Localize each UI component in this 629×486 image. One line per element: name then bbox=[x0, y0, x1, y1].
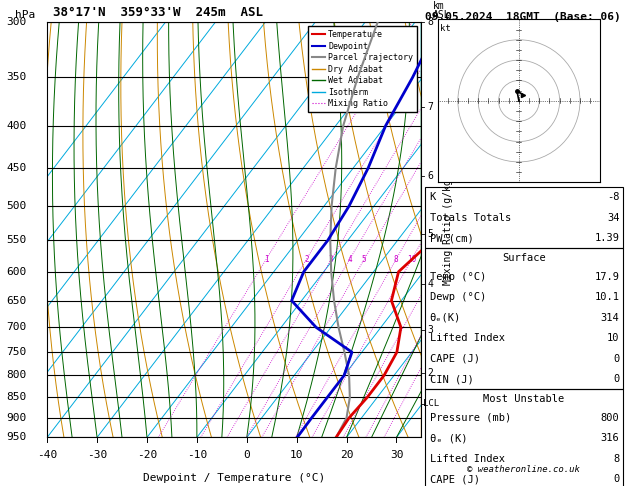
Text: 750: 750 bbox=[6, 347, 26, 357]
Text: Surface: Surface bbox=[502, 253, 545, 262]
Text: 850: 850 bbox=[6, 392, 26, 402]
Text: 7: 7 bbox=[427, 102, 433, 112]
Text: -10: -10 bbox=[187, 450, 207, 460]
Text: 314: 314 bbox=[601, 313, 620, 323]
Text: 500: 500 bbox=[6, 201, 26, 211]
Text: 20: 20 bbox=[340, 450, 353, 460]
Text: CAPE (J): CAPE (J) bbox=[430, 474, 479, 484]
Text: 600: 600 bbox=[6, 267, 26, 277]
Text: Totals Totals: Totals Totals bbox=[430, 213, 511, 223]
Text: 1: 1 bbox=[264, 255, 269, 264]
Text: 800: 800 bbox=[601, 413, 620, 423]
Text: CAPE (J): CAPE (J) bbox=[430, 354, 479, 364]
Text: 550: 550 bbox=[6, 235, 26, 245]
Text: hPa: hPa bbox=[15, 10, 36, 20]
Text: 300: 300 bbox=[6, 17, 26, 27]
Text: K: K bbox=[430, 192, 436, 202]
Text: Pressure (mb): Pressure (mb) bbox=[430, 413, 511, 423]
Text: 09.05.2024  18GMT  (Base: 06): 09.05.2024 18GMT (Base: 06) bbox=[425, 12, 620, 22]
Text: © weatheronline.co.uk: © weatheronline.co.uk bbox=[467, 465, 580, 474]
Text: 0: 0 bbox=[613, 374, 620, 384]
Text: 3: 3 bbox=[427, 325, 433, 335]
Text: 10.1: 10.1 bbox=[594, 293, 620, 302]
Text: Dewpoint / Temperature (°C): Dewpoint / Temperature (°C) bbox=[143, 473, 325, 483]
Text: 8: 8 bbox=[394, 255, 398, 264]
Text: Temp (°C): Temp (°C) bbox=[430, 272, 486, 282]
Text: 17.9: 17.9 bbox=[594, 272, 620, 282]
Text: 0: 0 bbox=[613, 474, 620, 484]
Text: Lifted Index: Lifted Index bbox=[430, 454, 504, 464]
Text: 0: 0 bbox=[243, 450, 250, 460]
Text: 4: 4 bbox=[347, 255, 352, 264]
Text: 8: 8 bbox=[427, 17, 433, 27]
Text: -30: -30 bbox=[87, 450, 107, 460]
Text: 2: 2 bbox=[304, 255, 309, 264]
Text: 5: 5 bbox=[362, 255, 367, 264]
Text: Most Unstable: Most Unstable bbox=[483, 394, 564, 403]
Text: 1.39: 1.39 bbox=[594, 233, 620, 243]
Text: 316: 316 bbox=[601, 434, 620, 443]
Text: km
ASL: km ASL bbox=[433, 0, 450, 20]
Text: 3: 3 bbox=[329, 255, 333, 264]
Text: 950: 950 bbox=[6, 433, 26, 442]
Text: 800: 800 bbox=[6, 370, 26, 381]
Text: 450: 450 bbox=[6, 163, 26, 173]
Text: 400: 400 bbox=[6, 121, 26, 131]
Text: 34: 34 bbox=[607, 213, 620, 223]
Text: 10: 10 bbox=[407, 255, 416, 264]
Text: 900: 900 bbox=[6, 413, 26, 423]
Text: 0: 0 bbox=[613, 354, 620, 364]
Text: 650: 650 bbox=[6, 295, 26, 306]
Legend: Temperature, Dewpoint, Parcel Trajectory, Dry Adiabat, Wet Adiabat, Isotherm, Mi: Temperature, Dewpoint, Parcel Trajectory… bbox=[308, 26, 417, 112]
Text: -40: -40 bbox=[37, 450, 57, 460]
Text: 4: 4 bbox=[427, 278, 433, 289]
Text: 350: 350 bbox=[6, 72, 26, 83]
Text: 5: 5 bbox=[427, 229, 433, 239]
Text: 700: 700 bbox=[6, 322, 26, 332]
Text: kt: kt bbox=[440, 23, 450, 33]
Text: θₑ (K): θₑ (K) bbox=[430, 434, 467, 443]
Text: 2: 2 bbox=[427, 368, 433, 378]
Text: PW (cm): PW (cm) bbox=[430, 233, 474, 243]
Text: 8: 8 bbox=[613, 454, 620, 464]
Text: -8: -8 bbox=[607, 192, 620, 202]
Text: -20: -20 bbox=[137, 450, 157, 460]
Text: 10: 10 bbox=[607, 333, 620, 343]
Text: 38°17'N  359°33'W  245m  ASL: 38°17'N 359°33'W 245m ASL bbox=[53, 6, 264, 19]
Text: 10: 10 bbox=[290, 450, 303, 460]
Text: Mixing Ratio (g/kg): Mixing Ratio (g/kg) bbox=[443, 174, 453, 285]
Text: LCL: LCL bbox=[423, 399, 440, 408]
Text: θₑ(K): θₑ(K) bbox=[430, 313, 461, 323]
Text: Lifted Index: Lifted Index bbox=[430, 333, 504, 343]
Text: 6: 6 bbox=[427, 171, 433, 181]
Text: CIN (J): CIN (J) bbox=[430, 374, 474, 384]
Text: 30: 30 bbox=[390, 450, 403, 460]
Text: Dewp (°C): Dewp (°C) bbox=[430, 293, 486, 302]
